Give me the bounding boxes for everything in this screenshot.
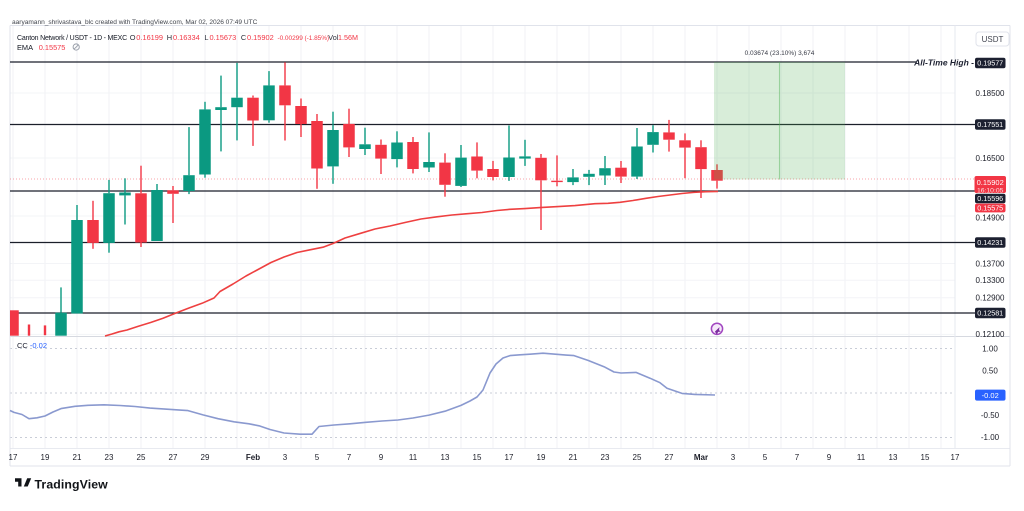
svg-text:16:10:05: 16:10:05 (977, 187, 1004, 194)
svg-text:Vol: Vol (328, 33, 338, 42)
svg-text:29: 29 (201, 453, 210, 462)
svg-text:Mar: Mar (694, 453, 708, 462)
svg-text:0.16334: 0.16334 (173, 33, 200, 42)
svg-text:17: 17 (505, 453, 514, 462)
svg-text:27: 27 (665, 453, 674, 462)
svg-text:0.18500: 0.18500 (976, 89, 1005, 98)
svg-text:0.16500: 0.16500 (976, 154, 1005, 163)
svg-text:0.13700: 0.13700 (976, 259, 1005, 268)
svg-text:0.12581: 0.12581 (977, 309, 1003, 318)
svg-text:0.15902: 0.15902 (247, 33, 274, 42)
svg-text:-0.00299 (-1.85%): -0.00299 (-1.85%) (278, 35, 330, 42)
svg-text:5: 5 (763, 453, 768, 462)
svg-text:CC -0.02: CC -0.02 (17, 341, 47, 350)
svg-text:-0.02: -0.02 (982, 391, 999, 400)
svg-text:17: 17 (951, 453, 960, 462)
svg-text:0.14900: 0.14900 (976, 213, 1005, 222)
svg-text:H: H (167, 33, 172, 42)
svg-text:19: 19 (41, 453, 50, 462)
svg-text:27: 27 (169, 453, 178, 462)
svg-text:0.15673: 0.15673 (210, 33, 237, 42)
svg-text:25: 25 (633, 453, 642, 462)
svg-text:21: 21 (569, 453, 578, 462)
svg-text:11: 11 (409, 453, 418, 462)
svg-text:5: 5 (315, 453, 320, 462)
svg-text:Canton Network / USDT - 1D - M: Canton Network / USDT - 1D - MEXC (17, 35, 127, 42)
svg-text:0.14231: 0.14231 (977, 238, 1003, 247)
svg-text:0.15575: 0.15575 (39, 43, 66, 52)
svg-text:23: 23 (601, 453, 610, 462)
svg-text:TradingView: TradingView (35, 478, 109, 492)
svg-text:0.15575: 0.15575 (977, 204, 1003, 213)
svg-text:3: 3 (283, 453, 288, 462)
svg-text:All-Time High -: All-Time High - (913, 57, 974, 67)
svg-text:1.00: 1.00 (982, 344, 998, 353)
svg-text:USDT: USDT (982, 35, 1004, 44)
svg-text:15: 15 (921, 453, 930, 462)
svg-text:EMA: EMA (17, 43, 33, 52)
svg-text:13: 13 (441, 453, 450, 462)
svg-text:0.16199: 0.16199 (136, 33, 163, 42)
svg-text:3: 3 (731, 453, 736, 462)
svg-text:23: 23 (105, 453, 114, 462)
svg-text:9: 9 (379, 453, 384, 462)
svg-text:0.15902: 0.15902 (977, 178, 1004, 187)
svg-text:L: L (204, 33, 208, 42)
svg-text:aaryamann_shrivastava_blc crea: aaryamann_shrivastava_blc created with T… (12, 19, 258, 26)
svg-text:25: 25 (137, 453, 146, 462)
svg-text:0.03674 (23.10%) 3,674: 0.03674 (23.10%) 3,674 (745, 50, 815, 57)
svg-text:0.19577: 0.19577 (977, 59, 1003, 68)
svg-text:C: C (241, 33, 247, 42)
svg-text:Feb: Feb (246, 453, 260, 462)
svg-text:7: 7 (347, 453, 352, 462)
svg-text:7: 7 (795, 453, 800, 462)
svg-text:0.15596: 0.15596 (977, 194, 1003, 203)
svg-text:-0.50: -0.50 (981, 411, 1000, 420)
svg-text:0.12100: 0.12100 (976, 330, 1005, 339)
svg-text:9: 9 (827, 453, 832, 462)
svg-text:0.13300: 0.13300 (976, 276, 1005, 285)
svg-text:13: 13 (889, 453, 898, 462)
svg-text:O: O (130, 33, 136, 42)
svg-text:21: 21 (73, 453, 82, 462)
svg-text:1.56M: 1.56M (338, 33, 358, 42)
svg-text:-1.00: -1.00 (981, 433, 1000, 442)
svg-text:0.12900: 0.12900 (976, 294, 1005, 303)
svg-text:0.17551: 0.17551 (977, 120, 1003, 129)
svg-text:19: 19 (537, 453, 546, 462)
svg-text:11: 11 (857, 453, 866, 462)
svg-text:0.50: 0.50 (982, 367, 998, 376)
svg-text:17: 17 (9, 453, 18, 462)
svg-text:15: 15 (473, 453, 482, 462)
